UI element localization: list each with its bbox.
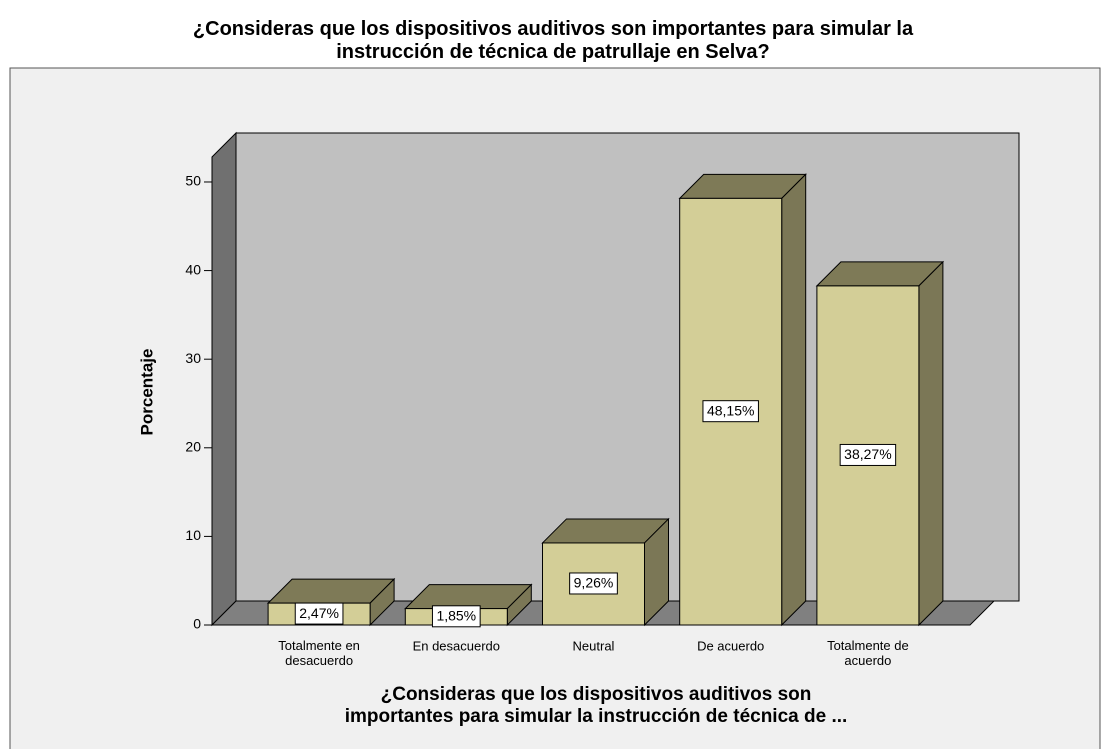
side-wall <box>211 131 237 627</box>
value-label: 48,15% <box>707 402 754 418</box>
x-tick-label: Totalmente de acuerdo <box>827 638 909 668</box>
y-tick-label: 30 <box>185 350 201 366</box>
value-label-box <box>702 400 759 423</box>
value-label: 1,85% <box>436 608 476 624</box>
x-tick-label: Totalmente en desacuerdo <box>278 638 360 668</box>
x-tick-label: De acuerdo <box>697 638 764 653</box>
value-label-box <box>569 572 618 595</box>
y-tick-label: 10 <box>185 527 201 543</box>
chart-title: ¿Consideras que los dispositivos auditiv… <box>193 18 914 63</box>
y-axis-label: Porcentaje <box>137 349 156 436</box>
y-tick-label: 20 <box>185 438 201 454</box>
value-label-box <box>294 602 344 625</box>
y-tick-label: 40 <box>185 261 201 277</box>
value-label: 38,27% <box>844 446 891 462</box>
x-tick-label: Neutral <box>573 638 615 653</box>
value-label: 2,47% <box>299 605 339 621</box>
value-label: 9,26% <box>574 575 614 591</box>
bar-side <box>781 173 807 627</box>
x-axis-label: ¿Consideras que los dispositivos auditiv… <box>345 684 848 727</box>
value-label-box <box>431 605 481 628</box>
y-tick-label: 0 <box>193 616 201 632</box>
y-tick-label: 50 <box>185 173 201 189</box>
bar-side <box>918 260 944 627</box>
x-tick-label: En desacuerdo <box>413 638 500 653</box>
value-label-box <box>839 443 897 466</box>
